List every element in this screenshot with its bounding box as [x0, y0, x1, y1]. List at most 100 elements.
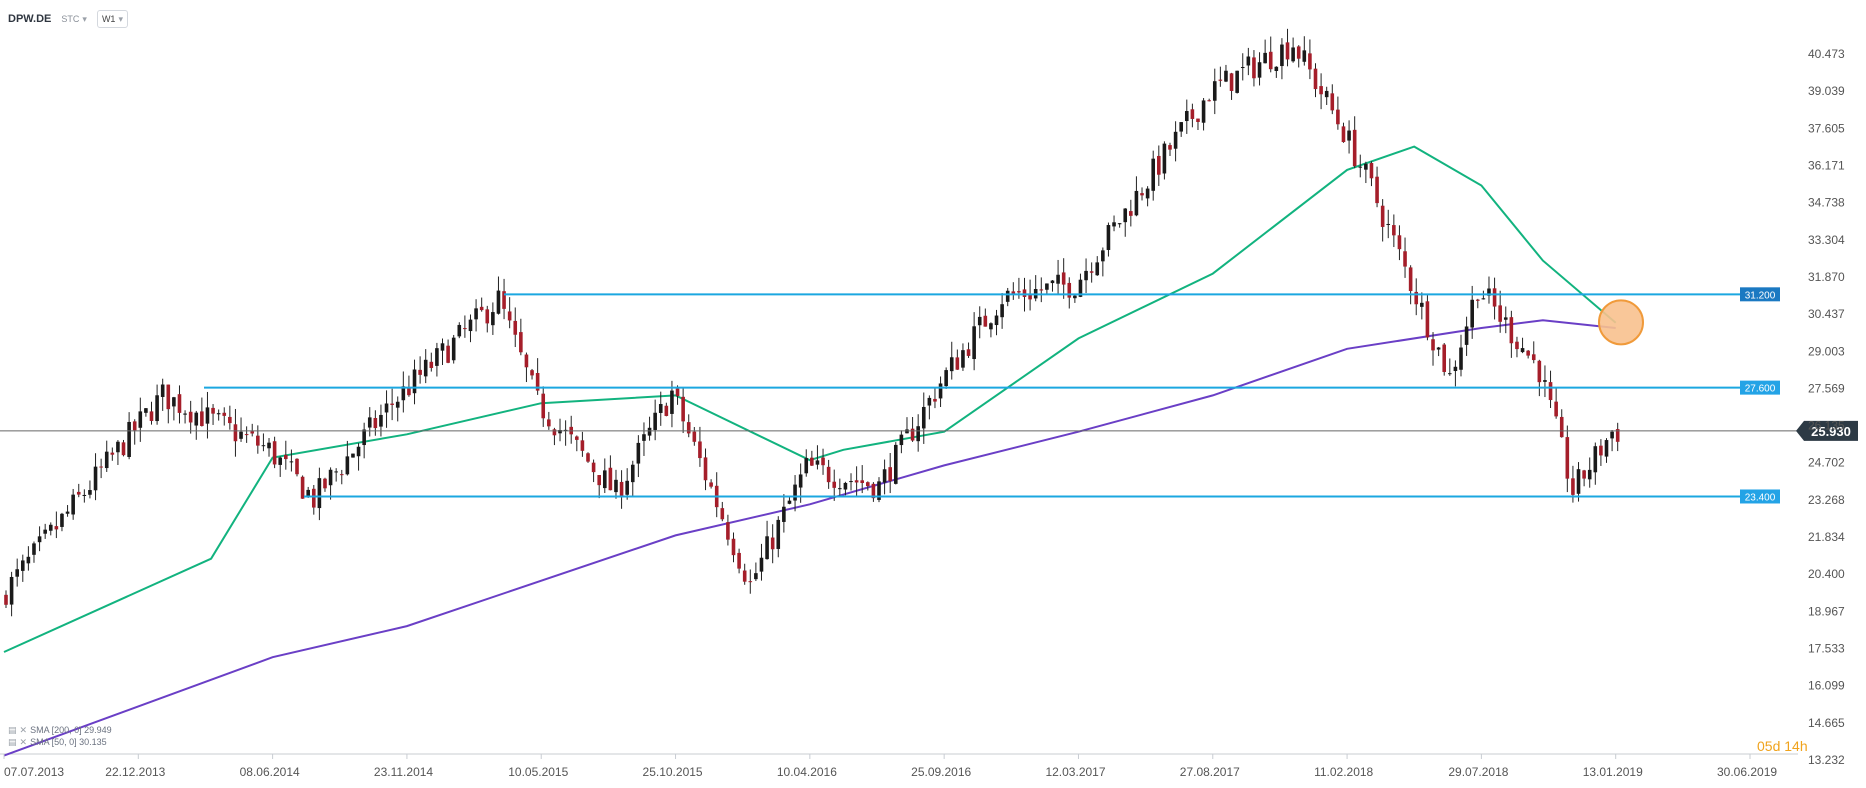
candle: [1453, 360, 1458, 387]
candle: [1173, 121, 1178, 162]
candle: [1615, 422, 1620, 452]
close-icon[interactable]: ✕: [19, 725, 28, 735]
current-price-tag: [1796, 420, 1858, 441]
candle-body: [1352, 129, 1357, 167]
candle-body: [205, 407, 210, 424]
candle: [1537, 359, 1542, 397]
symbol-label[interactable]: DPW.DE: [8, 13, 52, 25]
candle: [888, 452, 892, 494]
candle: [547, 411, 551, 430]
candle-body: [558, 430, 562, 434]
level-label: 31.200: [1745, 290, 1776, 301]
candle: [104, 440, 109, 472]
x-tick-label: 29.07.2018: [1448, 765, 1508, 779]
candle: [1324, 86, 1329, 105]
candle-body: [1268, 51, 1273, 70]
candle-body: [1548, 382, 1553, 401]
chart-type-dropdown[interactable]: STC ▾: [57, 14, 91, 25]
candle-body: [379, 414, 383, 427]
candle-body: [1509, 317, 1514, 344]
candle: [955, 349, 960, 370]
candle-body: [692, 431, 697, 442]
candle-body: [339, 474, 344, 476]
candle-body: [149, 411, 154, 421]
candle: [1196, 118, 1200, 131]
candle: [457, 322, 462, 339]
candle-body: [877, 481, 881, 500]
candle: [1319, 73, 1323, 110]
candle: [977, 306, 982, 339]
candle-body: [121, 442, 126, 456]
candle-body: [1313, 68, 1318, 90]
candle-body: [104, 451, 109, 469]
candle: [339, 469, 344, 485]
legend-row-sma50[interactable]: ▤ ✕ SMA [50, 0] 30.135: [8, 736, 112, 748]
candle-body: [910, 428, 915, 441]
candle: [916, 414, 920, 452]
candle: [233, 408, 238, 457]
candle-body: [547, 419, 551, 427]
candle: [116, 440, 120, 465]
candle: [1224, 64, 1228, 83]
candle-body: [1056, 274, 1060, 284]
candle-body: [994, 315, 999, 326]
candle-body: [1475, 299, 1480, 301]
candle-body: [429, 361, 434, 368]
candle: [1268, 36, 1273, 73]
candle: [882, 459, 887, 495]
candle: [166, 384, 171, 424]
candle: [1190, 103, 1195, 128]
candle-body: [636, 442, 641, 464]
candle-body: [1240, 67, 1245, 69]
candle-body: [110, 452, 115, 455]
candle: [961, 343, 965, 371]
candle: [994, 309, 999, 336]
candle: [1520, 337, 1525, 354]
y-axis[interactable]: 40.473 39.039 37.605 36.171 34.738 33.304 31.8…: [1808, 47, 1845, 767]
close-icon[interactable]: ✕: [19, 737, 28, 747]
candle-body: [1201, 100, 1206, 123]
candle-body: [1358, 166, 1363, 168]
x-tick-label: 27.08.2017: [1180, 765, 1240, 779]
legend-row-sma200[interactable]: ▤ ✕ SMA [200, 0] 29.949: [8, 724, 112, 736]
candle: [1408, 265, 1413, 305]
y-tick-label: 37.605: [1808, 121, 1845, 135]
candle-body: [1140, 193, 1144, 196]
candle-body: [1571, 478, 1575, 495]
candle: [569, 415, 574, 444]
candle-body: [1252, 57, 1256, 79]
candle-body: [261, 445, 266, 447]
candle: [1112, 215, 1116, 232]
candle-body: [367, 417, 372, 428]
candle-body: [278, 457, 283, 465]
candle: [127, 412, 131, 460]
candle-body: [524, 354, 529, 368]
level-label-box: [1740, 489, 1780, 504]
candle-body: [1341, 126, 1346, 143]
candle-body: [418, 369, 422, 375]
candle-body: [334, 471, 338, 473]
x-axis[interactable]: 07.07.2013 22.12.2013 08.06.2014 23.11.2014…: [3, 754, 1777, 779]
candle-body: [1078, 279, 1083, 297]
candle-body: [216, 413, 221, 415]
legend-sma50-label: SMA [50, 0] 30.135: [30, 737, 107, 747]
horizontal-levels-group[interactable]: 31.200 27.600 23.400: [204, 287, 1780, 504]
candle: [1599, 439, 1603, 466]
candle-body: [440, 343, 445, 351]
candle: [43, 523, 47, 539]
candle: [446, 339, 450, 364]
candle-body: [82, 494, 87, 497]
x-tick-label: 11.02.2018: [1314, 765, 1373, 779]
interval-dropdown[interactable]: W1 ▾: [96, 10, 128, 28]
candle: [362, 422, 366, 459]
candle-body: [451, 337, 456, 361]
chart-toolbar: DPW.DE STC ▾ W1 ▾: [8, 8, 128, 30]
candle-body: [966, 349, 971, 356]
candle: [99, 458, 103, 479]
settings-icon[interactable]: ▤: [8, 737, 17, 747]
candle-body: [1207, 100, 1211, 102]
candle-body: [1285, 42, 1290, 60]
candle: [614, 469, 618, 499]
settings-icon[interactable]: ▤: [8, 725, 17, 735]
